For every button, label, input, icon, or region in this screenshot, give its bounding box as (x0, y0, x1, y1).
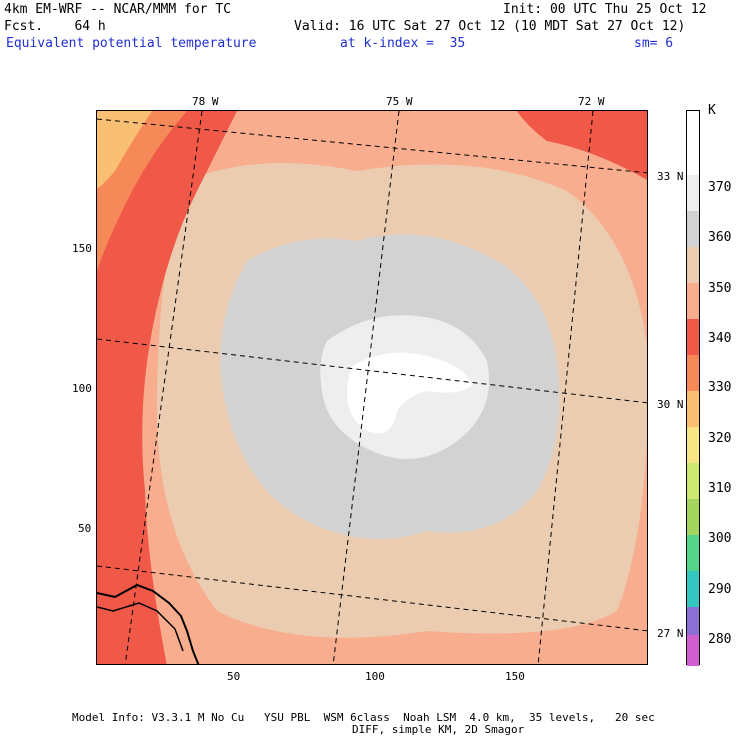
cb-bin-335 (687, 391, 699, 427)
cb-bin-340 (687, 355, 699, 391)
contour-340k-west (97, 111, 237, 664)
cb-bin-345 (687, 319, 699, 355)
cb-label-310: 310 (708, 481, 732, 496)
x-tick-150: 150 (505, 670, 525, 683)
cb-bin-325 (687, 463, 699, 499)
lat-label-30n: 30 N (657, 398, 684, 411)
lat-label-27n: 27 N (657, 627, 684, 640)
cb-bin-375 (687, 111, 699, 139)
cb-bin-280 (687, 635, 699, 666)
lat-label-33n: 33 N (657, 170, 684, 183)
cb-label-280: 280 (708, 632, 732, 647)
init-time: Init: 00 UTC Thu 25 Oct 12 (503, 2, 707, 17)
cb-bin-300 (687, 607, 699, 635)
cb-bin-355 (687, 247, 699, 283)
contour-330k-nw (97, 111, 152, 189)
y-tick-50: 50 (78, 522, 92, 535)
cb-bin-330 (687, 427, 699, 463)
map-plot (96, 110, 648, 665)
coastline (97, 583, 200, 664)
smoothing-value: sm= 6 (634, 36, 674, 51)
cb-bin-370 (687, 139, 699, 175)
cb-label-350: 350 (708, 281, 732, 296)
coastline-inner (97, 602, 184, 652)
lon-label-78w: 78 W (192, 95, 219, 108)
contour-365k-core (347, 352, 472, 434)
y-tick-150: 150 (72, 242, 92, 255)
cb-label-320: 320 (708, 431, 732, 446)
cb-label-340: 340 (708, 331, 732, 346)
model-title: 4km EM-WRF -- NCAR/MMM for TC (4, 2, 231, 17)
cb-label-330: 330 (708, 380, 732, 395)
lon-label-72w: 72 W (578, 95, 605, 108)
cb-bin-320 (687, 499, 699, 535)
colorbar (686, 110, 700, 666)
model-info: Model Info: V3.3.1 M No Cu YSU PBL WSM 6… (72, 711, 655, 724)
theta-e-field (97, 111, 647, 664)
cb-label-300: 300 (708, 531, 732, 546)
graticule (97, 111, 647, 664)
valid-time: Valid: 16 UTC Sat 27 Oct 12 (10 MDT Sat … (294, 19, 686, 34)
cb-bin-360 (687, 211, 699, 247)
forecast-hour: Fcst. 64 h (4, 19, 106, 34)
cb-label-370: 370 (708, 180, 732, 195)
diffusion-info: DIFF, simple KM, 2D Smagor (352, 723, 525, 736)
y-tick-100: 100 (72, 382, 92, 395)
x-tick-100: 100 (365, 670, 385, 683)
lon-label-75w: 75 W (386, 95, 413, 108)
field-name: Equivalent potential temperature (6, 36, 257, 51)
cb-bin-310 (687, 571, 699, 607)
cb-bin-315 (687, 535, 699, 571)
cb-label-360: 360 (708, 230, 732, 245)
colorbar-unit: K (708, 103, 716, 118)
x-tick-50: 50 (227, 670, 241, 683)
contour-ne-warm (517, 111, 647, 180)
cb-bin-365 (687, 175, 699, 211)
level-index: at k-index = 35 (340, 36, 466, 51)
cb-bin-350 (687, 283, 699, 319)
cb-label-290: 290 (708, 582, 732, 597)
